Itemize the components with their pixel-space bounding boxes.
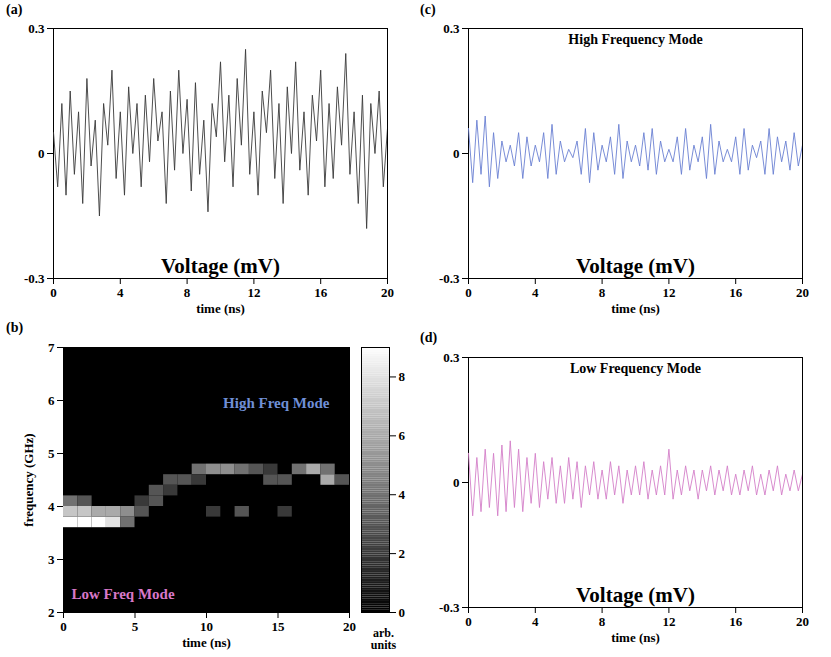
svg-text:time (ns): time (ns) [611, 301, 660, 316]
svg-text:16: 16 [729, 285, 743, 300]
svg-text:6: 6 [48, 393, 55, 408]
svg-text:Voltage (mV): Voltage (mV) [576, 583, 695, 607]
svg-text:12: 12 [662, 614, 675, 629]
svg-text:4: 4 [399, 487, 406, 502]
html-text:(d): (d) [420, 330, 438, 345]
svg-text:0: 0 [38, 146, 45, 161]
svg-text:10: 10 [200, 619, 213, 634]
svg-text:time (ns): time (ns) [182, 635, 231, 650]
svg-text:20: 20 [796, 285, 809, 300]
svg-text:-0.3: -0.3 [439, 600, 460, 615]
svg-text:15: 15 [272, 619, 286, 634]
svg-text:0: 0 [60, 619, 67, 634]
svg-text:0.3: 0.3 [28, 21, 45, 36]
svg-text:16: 16 [314, 285, 328, 300]
svg-text:0: 0 [465, 285, 472, 300]
svg-text:20: 20 [796, 614, 809, 629]
html-text:(b): (b) [6, 320, 24, 335]
svg-text:20: 20 [381, 285, 394, 300]
svg-text:12: 12 [247, 285, 260, 300]
svg-text:8: 8 [599, 614, 606, 629]
svg-text:8: 8 [599, 285, 606, 300]
svg-text:0: 0 [465, 614, 472, 629]
svg-text:0: 0 [50, 285, 57, 300]
svg-text:-0.3: -0.3 [24, 271, 45, 286]
svg-text:5: 5 [48, 446, 55, 461]
svg-text:4: 4 [532, 285, 539, 300]
svg-text:2: 2 [399, 546, 406, 561]
svg-text:time (ns): time (ns) [196, 301, 245, 316]
svg-text:Low Freq Mode: Low Freq Mode [72, 586, 175, 602]
svg-text:arb.units: arb.units [371, 626, 397, 652]
svg-text:4: 4 [532, 614, 539, 629]
html-text:(a): (a) [6, 2, 23, 17]
svg-text:4: 4 [48, 499, 55, 514]
svg-text:0: 0 [453, 146, 460, 161]
svg-text:Voltage (mV): Voltage (mV) [576, 254, 695, 278]
svg-text:time (ns): time (ns) [611, 630, 660, 645]
svg-text:High Frequency Mode: High Frequency Mode [568, 32, 702, 47]
svg-text:Low Frequency Mode: Low Frequency Mode [570, 361, 701, 376]
svg-text:2: 2 [48, 605, 55, 620]
svg-text:Voltage (mV): Voltage (mV) [161, 254, 280, 278]
svg-text:7: 7 [48, 340, 55, 355]
svg-text:20: 20 [343, 619, 356, 634]
svg-text:-0.3: -0.3 [439, 271, 460, 286]
html-text:(c): (c) [420, 2, 436, 17]
svg-text:frequency (GHz): frequency (GHz) [21, 433, 36, 526]
svg-text:0: 0 [399, 605, 406, 620]
svg-text:0: 0 [453, 475, 460, 490]
svg-text:High Freq Mode: High Freq Mode [223, 395, 330, 411]
svg-text:8: 8 [184, 285, 191, 300]
svg-text:8: 8 [399, 369, 406, 384]
svg-text:4: 4 [117, 285, 124, 300]
svg-text:3: 3 [48, 552, 55, 567]
svg-text:6: 6 [399, 428, 406, 443]
svg-text:0.3: 0.3 [443, 21, 460, 36]
svg-text:5: 5 [132, 619, 139, 634]
svg-text:12: 12 [662, 285, 675, 300]
svg-text:16: 16 [729, 614, 743, 629]
svg-text:0.3: 0.3 [443, 350, 460, 365]
